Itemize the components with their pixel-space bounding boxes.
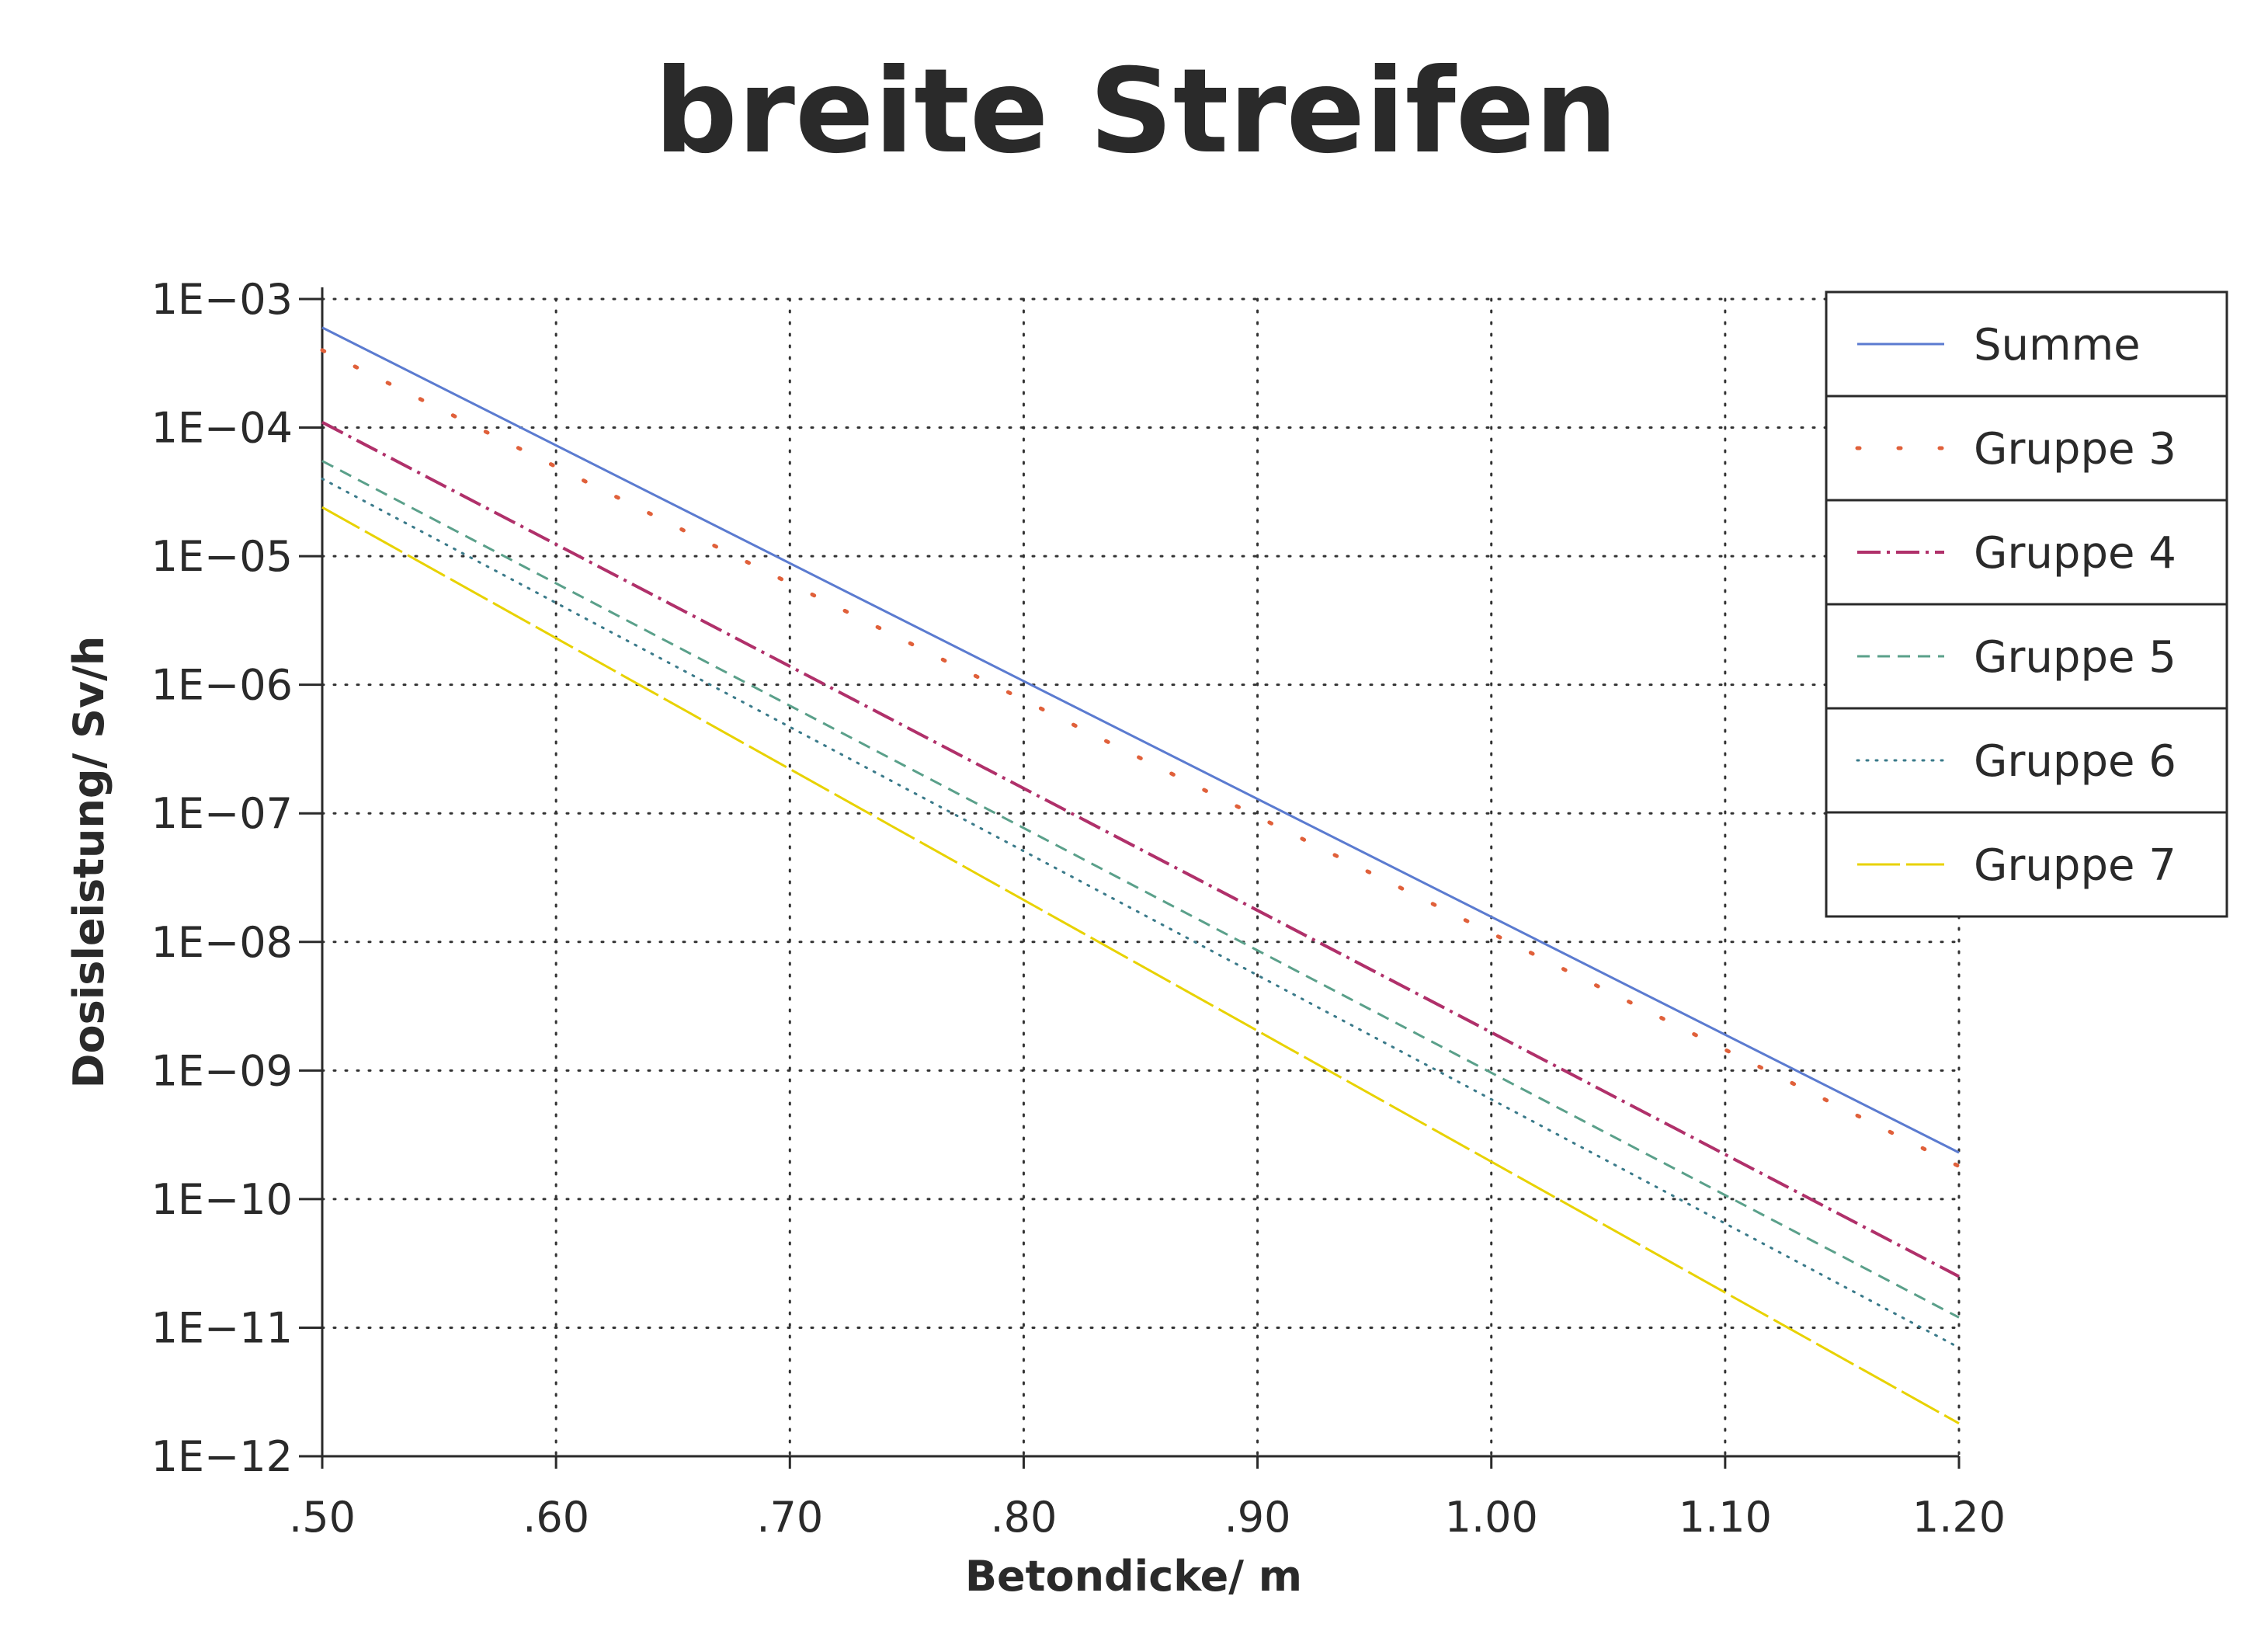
y-tick-label: 1E−06 [151,661,293,710]
series-line-3 [321,420,1960,1278]
x-tick-label: .70 [756,1493,823,1542]
y-tick-label: 1E−08 [151,918,293,967]
y-axis-ticks: 1E−03 1E−04 1E−05 1E−06 1E−07 1E−08 1E−09 1E−10… [151,275,322,1481]
legend-label: Summe [1974,320,2141,370]
grid [321,297,1961,1458]
y-axis-label: Dosisleistung/ Sv/h [64,636,113,1089]
x-tick-label: .80 [990,1493,1057,1542]
series-line-6 [321,506,1960,1425]
x-axis-label: Betondicke/ m [965,1552,1302,1601]
x-tick-label: 1.20 [1912,1493,2006,1542]
x-tick-label: .50 [289,1493,356,1542]
y-tick-label: 1E−03 [151,275,293,324]
y-tick-label: 1E−11 [151,1303,293,1352]
plot-frame [321,287,1959,1468]
series-line-1 [321,326,1960,1154]
x-tick-label: 1.00 [1445,1493,1538,1542]
legend-label: Gruppe 3 [1974,424,2176,475]
legend-label: Gruppe 6 [1974,736,2176,787]
legend-label: Gruppe 4 [1974,528,2176,579]
series-line-5 [321,477,1961,1349]
x-axis-ticks: .50 .60 .70 .80 .90 1.00 1.10 1.20 [289,1456,2006,1542]
chart-title: breite Streifen [655,44,1618,179]
y-tick-label: 1E−07 [151,789,293,838]
x-tick-label: .90 [1224,1493,1291,1542]
x-tick-label: 1.10 [1679,1493,1772,1542]
y-tick-label: 1E−05 [151,532,293,581]
y-tick-label: 1E−04 [151,404,293,453]
y-tick-label: 1E−10 [151,1175,293,1224]
x-tick-label: .60 [523,1493,589,1542]
y-tick-label: 1E−12 [151,1432,293,1481]
series-lines [320,326,1961,1425]
series-line-2 [320,348,1961,1169]
y-tick-label: 1E−09 [151,1046,293,1095]
legend: Summe Gruppe 3 Gruppe 4 Gruppe 5 Gruppe 6 Gru… [1825,290,2228,918]
series-line-4 [321,460,1960,1319]
legend-label: Gruppe 5 [1974,632,2176,683]
legend-label: Gruppe 7 [1974,840,2176,891]
